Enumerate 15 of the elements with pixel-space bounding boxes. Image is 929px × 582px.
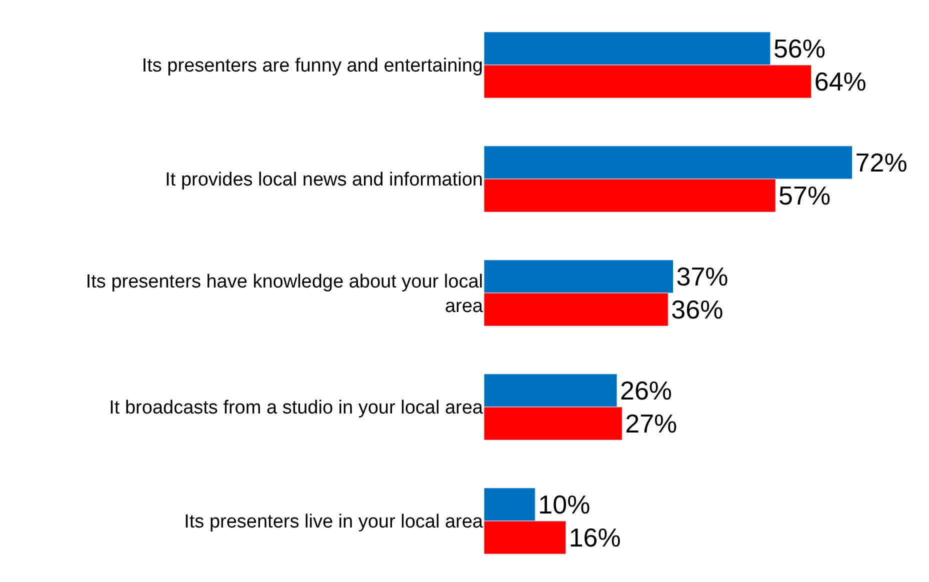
data-label: 16% — [568, 522, 621, 553]
y-tick-label: Its presenters live in your local area — [184, 512, 484, 533]
y-tick-label: Its presenters have knowledge about your local area — [86, 271, 484, 317]
y-tick-label: It broadcasts from a studio in your local area — [109, 398, 484, 419]
data-label: 26% — [620, 375, 672, 406]
data-label: 10% — [538, 489, 590, 520]
data-label: 56% — [773, 33, 826, 64]
data-label: 57% — [778, 180, 831, 211]
data-label: 37% — [676, 261, 728, 292]
y-tick-label: Its presenters are funny and entertaining — [142, 56, 483, 77]
data-label: 36% — [671, 294, 724, 325]
data-label: 27% — [625, 408, 678, 439]
y-tick-label: It provides local news and information — [165, 170, 483, 191]
data-label: 64% — [814, 66, 866, 97]
data-label: 72% — [855, 147, 908, 178]
